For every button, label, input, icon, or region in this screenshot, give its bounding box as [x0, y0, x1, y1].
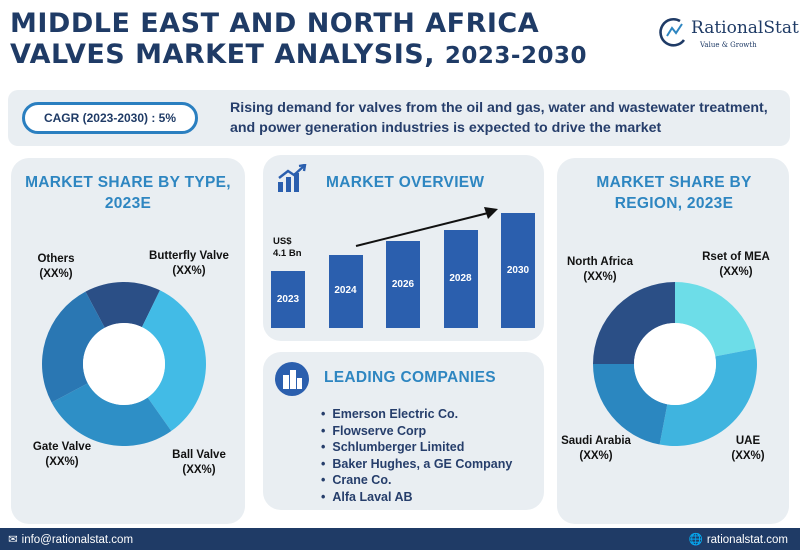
summary-band: CAGR (2023-2030) : 5% Rising demand for …	[8, 90, 790, 146]
type-label-others: Others (XX%)	[37, 253, 75, 280]
bar-2024: 2024	[328, 254, 363, 328]
region-slice-uae	[659, 348, 757, 446]
bar-2023: 2023	[271, 271, 305, 328]
bar-label-2030: 2030	[506, 264, 530, 276]
brand-logo: RationalStat Value & Growth	[658, 14, 799, 54]
type-donut-hole	[83, 323, 165, 405]
bar-label-2024: 2024	[334, 285, 357, 297]
summary-text: Rising demand for valves from the oil an…	[230, 100, 768, 136]
region-label-saudi-arabia: Saudi Arabia (XX%)	[561, 435, 631, 462]
bar-label-2023: 2023	[276, 293, 300, 305]
type-slice-gate-valve	[51, 383, 172, 446]
type-slice-ball-valve	[141, 290, 206, 432]
logo-tagline: Value & Growth	[700, 41, 757, 49]
bar-2030: 2030	[501, 213, 535, 328]
type-slice-others	[42, 291, 105, 403]
footer-email[interactable]: ✉ info@rationalstat.com	[8, 532, 133, 546]
company-item: Schlumberger Limited	[321, 439, 512, 456]
market-overview-title: MARKET OVERVIEW	[326, 174, 485, 191]
bar-label-2026: 2026	[391, 278, 415, 290]
company-item: Baker Hughes, a GE Company	[321, 456, 512, 473]
region-donut-chart	[593, 282, 757, 446]
region-donut-hole	[634, 323, 716, 405]
cagr-badge: CAGR (2023-2030) : 5%	[22, 102, 198, 134]
footer-website-text: rationalstat.com	[706, 534, 788, 546]
region-label-rest-of-mea: Rset of MEA (XX%)	[702, 251, 770, 278]
type-label-butterfly: Butterfly Valve (XX%)	[149, 250, 229, 277]
region-share-title: MARKET SHARE BY REGION, 2023E	[596, 174, 752, 212]
company-item: Alfa Laval AB	[321, 489, 512, 506]
title-line-2: VALVES MARKET ANALYSIS, 2023-2030	[10, 39, 610, 72]
rationalstat-logo-icon	[659, 18, 686, 47]
title-line-1: MIDDLE EAST AND NORTH AFRICA	[10, 8, 540, 39]
trend-arrow	[355, 207, 498, 247]
type-donut-chart	[42, 282, 206, 446]
company-item: Flowserve Corp	[321, 423, 512, 440]
bar-label-2028: 2028	[449, 272, 472, 284]
growth-chart-icon	[278, 164, 307, 192]
company-item: Crane Co.	[321, 472, 512, 489]
leading-companies-title: LEADING COMPANIES	[324, 369, 496, 386]
bar-value-annotation: US$ 4.1 Bn	[273, 236, 302, 259]
region-slice-rset-of-mea	[675, 282, 756, 357]
bar-2026: 2026	[386, 241, 420, 328]
region-label-uae: UAE (XX%)	[731, 435, 765, 462]
globe-icon: 🌐	[688, 534, 703, 546]
title-years: 2023-2030	[444, 43, 587, 69]
companies-list: Emerson Electric Co. Flowserve Corp Schl…	[321, 406, 512, 505]
page-title: MIDDLE EAST AND NORTH AFRICA VALVES MARK…	[10, 8, 610, 72]
footer-website[interactable]: 🌐 rationalstat.com	[688, 532, 788, 546]
type-label-gate: Gate Valve (XX%)	[32, 441, 92, 468]
footer-email-text: info@rationalstat.com	[21, 534, 134, 546]
type-share-title: MARKET SHARE BY TYPE, 2023E	[25, 174, 231, 212]
region-slice-north-africa	[593, 282, 675, 364]
buildings-icon	[275, 362, 309, 396]
bar-2028: 2028	[443, 229, 478, 328]
type-label-ball: Ball Valve (XX%)	[172, 449, 226, 476]
logo-name: RationalStat	[691, 18, 799, 38]
footer-bar: ✉ info@rationalstat.com 🌐 rationalstat.com	[0, 528, 800, 550]
company-item: Emerson Electric Co.	[321, 406, 512, 423]
region-slice-saudi-arabia	[593, 364, 668, 445]
region-label-north-africa: North Africa (XX%)	[566, 256, 634, 283]
type-slice-butterfly-valve	[85, 282, 160, 328]
title-line-2-text: VALVES MARKET ANALYSIS,	[10, 39, 445, 70]
mail-icon: ✉	[8, 534, 18, 546]
